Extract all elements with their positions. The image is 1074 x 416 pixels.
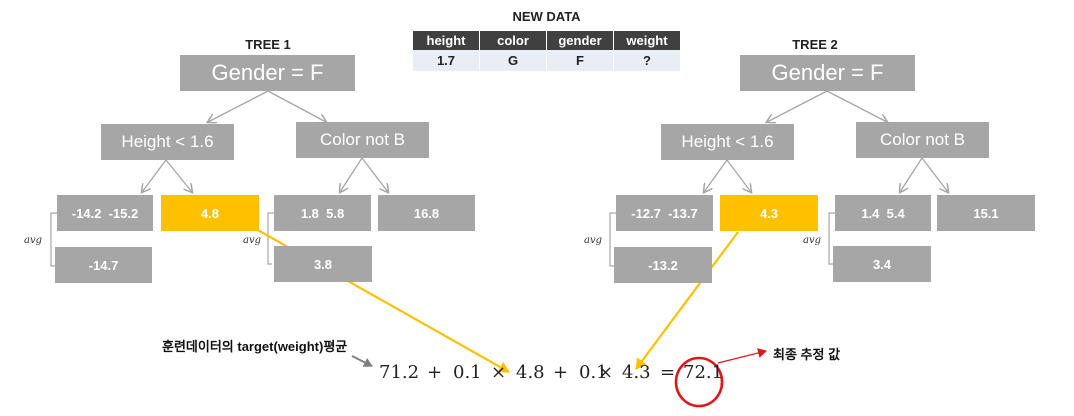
tree1-leaf-right-right: 16.8: [378, 195, 475, 231]
mean-note-arrow: [351, 355, 373, 367]
header-height: height: [413, 31, 480, 50]
cell-height: 1.7: [413, 50, 480, 71]
formula-result: 72.1: [683, 362, 724, 383]
tree2-root-node: Gender = F: [740, 55, 915, 91]
avg-brackets: [50, 212, 835, 267]
tree2-leaf-selected: 4.3: [720, 195, 818, 231]
header-gender: gender: [546, 31, 614, 50]
tree1-avg-label-left: avg: [24, 235, 43, 246]
tree2-to-formula-arrow: [635, 231, 739, 370]
new-data-table: height color gender weight 1.7 G F ?: [413, 31, 681, 71]
tree1-height-node: Height < 1.6: [101, 124, 234, 160]
formula-base: 71.2: [379, 362, 420, 383]
cell-weight: ?: [613, 50, 681, 71]
tree2-leaf-left-avg: -13.2: [614, 247, 712, 283]
header-color: color: [479, 31, 547, 50]
tree2-leaf-right-left: 1.4 5.4: [835, 195, 931, 231]
tree1-avg-label-right: avg: [243, 235, 262, 246]
formula-times-1: ×: [491, 362, 507, 383]
table-row: 1.7 G F ?: [413, 50, 681, 71]
header-weight: weight: [613, 31, 681, 50]
mean-annotation: 훈련데이터의 target(weight)평균: [162, 339, 348, 354]
tree2-color-node: Color not B: [856, 122, 989, 158]
tree2-title: TREE 2: [792, 37, 838, 52]
formula-lr-2: 0.1: [579, 362, 608, 383]
tree1-edges: [142, 90, 388, 192]
formula-plus-2: +: [553, 362, 569, 383]
final-note-arrow: [717, 348, 767, 364]
result-circle: [674, 356, 724, 408]
formula-plus-1: +: [427, 362, 443, 383]
cell-gender: F: [546, 50, 614, 71]
formula-equals: =: [660, 362, 676, 383]
tree2-avg-label-left: avg: [584, 235, 603, 246]
final-estimate-annotation: 최종 추정 값: [773, 347, 841, 362]
formula-lr-1: 0.1: [453, 362, 482, 383]
formula-pred-1: 4.8: [516, 362, 545, 383]
tree2-leaf-left-left: -12.7 -13.7: [616, 195, 713, 231]
tree1-leaf-left-left: -14.2 -15.2: [57, 195, 153, 231]
tree2-leaf-right-right: 15.1: [937, 195, 1035, 231]
tree1-title: TREE 1: [245, 37, 291, 52]
formula-times-2: ×: [598, 362, 614, 383]
tree2-height-node: Height < 1.6: [661, 124, 794, 160]
cell-color: G: [479, 50, 547, 71]
formula-pred-2: 4.3: [622, 362, 651, 383]
table-header-row: height color gender weight: [413, 31, 681, 50]
tree1-root-node: Gender = F: [180, 55, 355, 91]
tree1-leaf-right-left: 1.8 5.8: [274, 195, 371, 231]
tree1-color-node: Color not B: [296, 122, 429, 158]
tree1-leaf-selected: 4.8: [161, 195, 259, 231]
tree2-leaf-right-avg: 3.4: [833, 246, 931, 282]
tree1-leaf-left-avg: -14.7: [55, 247, 152, 283]
tree1-leaf-right-avg: 3.8: [274, 246, 372, 282]
tree2-edges: [704, 90, 948, 192]
new-data-title: NEW DATA: [512, 9, 581, 24]
tree2-avg-label-right: avg: [803, 235, 822, 246]
